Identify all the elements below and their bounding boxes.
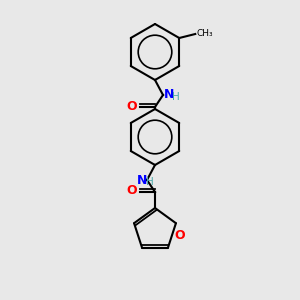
- Text: H: H: [172, 92, 180, 102]
- Text: O: O: [127, 184, 137, 197]
- Text: O: O: [127, 100, 137, 112]
- Text: H: H: [146, 177, 154, 187]
- Text: O: O: [175, 229, 185, 242]
- Text: N: N: [164, 88, 174, 101]
- Text: CH₃: CH₃: [196, 29, 213, 38]
- Text: N: N: [137, 173, 147, 187]
